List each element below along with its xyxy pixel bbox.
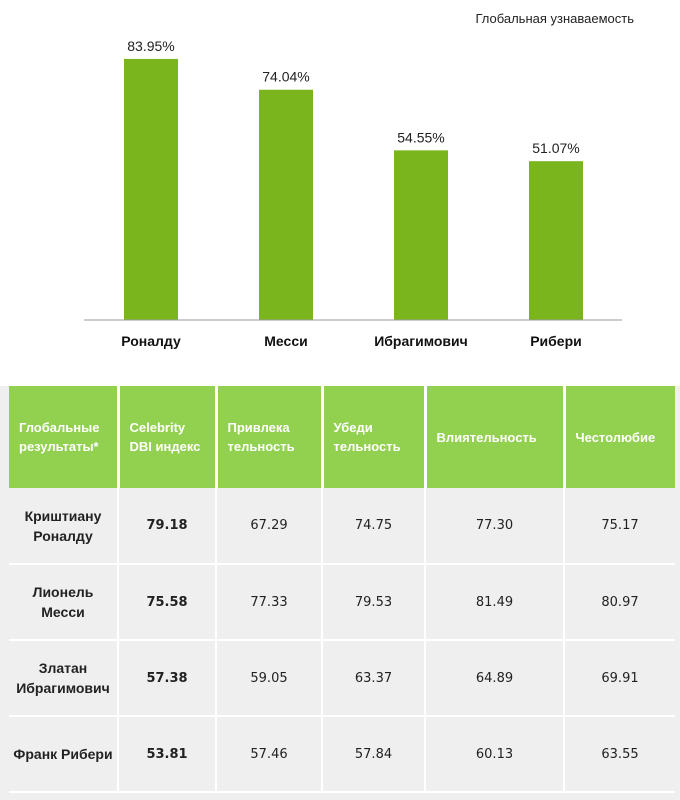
column-header: Привлека тельность — [216, 386, 324, 488]
influence-cell: 77.30 — [425, 488, 565, 565]
data-label: 51.07% — [532, 140, 579, 156]
attractiveness-cell: 67.29 — [216, 488, 323, 565]
table-row: Франк Рибери 53.81 57.46 57.84 60.13 63.… — [9, 716, 675, 793]
column-header: Глобальные результаты* — [9, 386, 120, 488]
table-row: Златан Ибрагимович 57.38 59.05 63.37 64.… — [9, 640, 675, 717]
column-header: Влиятельность — [425, 386, 566, 488]
category-label: Роналду — [121, 333, 181, 349]
table-header-row: Глобальные результаты* Celebrity DBI инд… — [9, 386, 675, 488]
dbi-index-cell: 79.18 — [118, 488, 217, 565]
ambition-cell: 69.91 — [564, 640, 675, 717]
chart-canvas: 83.95% Роналду 74.04% Месси 54.55% Ибрагимови… — [84, 38, 622, 349]
attractiveness-cell: 57.46 — [216, 716, 323, 793]
column-header: Честолюбие — [564, 386, 675, 488]
chart-title: Глобальная узнаваемость — [475, 11, 634, 26]
column-header: Убеди тельность — [322, 386, 427, 488]
dbi-index-cell: 75.58 — [118, 564, 217, 641]
table-row: Криштиану Роналду 79.18 67.29 74.75 77.3… — [9, 488, 675, 565]
ambition-cell: 75.17 — [564, 488, 675, 565]
influence-cell: 64.89 — [425, 640, 565, 717]
data-label: 54.55% — [397, 129, 444, 145]
dbi-index-cell: 57.38 — [118, 640, 217, 717]
persuasiveness-cell: 57.84 — [322, 716, 426, 793]
bar — [529, 161, 583, 320]
category-label: Месси — [264, 333, 307, 349]
bar — [394, 150, 448, 320]
data-label: 83.95% — [127, 38, 174, 54]
category-label: Ибрагимович — [374, 333, 468, 349]
column-header: Celebrity DBI индекс — [118, 386, 218, 488]
dbi-index-cell: 53.81 — [118, 716, 217, 793]
player-name: Криштиану Роналду — [9, 488, 119, 565]
data-label: 74.04% — [262, 69, 309, 85]
results-table-panel: Глобальные результаты* Celebrity DBI инд… — [0, 386, 680, 800]
table-row: Лионель Месси 75.58 77.33 79.53 81.49 80… — [9, 564, 675, 641]
persuasiveness-cell: 74.75 — [322, 488, 426, 565]
bar — [259, 89, 313, 321]
attractiveness-cell: 77.33 — [216, 564, 323, 641]
bar-chart: Глобальная узнаваемость 83.95% Роналду 74.… — [0, 0, 680, 360]
persuasiveness-cell: 63.37 — [322, 640, 426, 717]
influence-cell: 60.13 — [425, 716, 565, 793]
ambition-cell: 80.97 — [564, 564, 675, 641]
persuasiveness-cell: 79.53 — [322, 564, 426, 641]
influence-cell: 81.49 — [425, 564, 565, 641]
player-name: Златан Ибрагимович — [9, 640, 119, 717]
bar — [124, 58, 178, 321]
player-name: Франк Рибери — [9, 716, 119, 793]
results-table: Глобальные результаты* Celebrity DBI инд… — [9, 386, 675, 793]
player-name: Лионель Месси — [9, 564, 119, 641]
attractiveness-cell: 59.05 — [216, 640, 323, 717]
ambition-cell: 63.55 — [564, 716, 675, 793]
category-label: Рибери — [530, 333, 582, 349]
